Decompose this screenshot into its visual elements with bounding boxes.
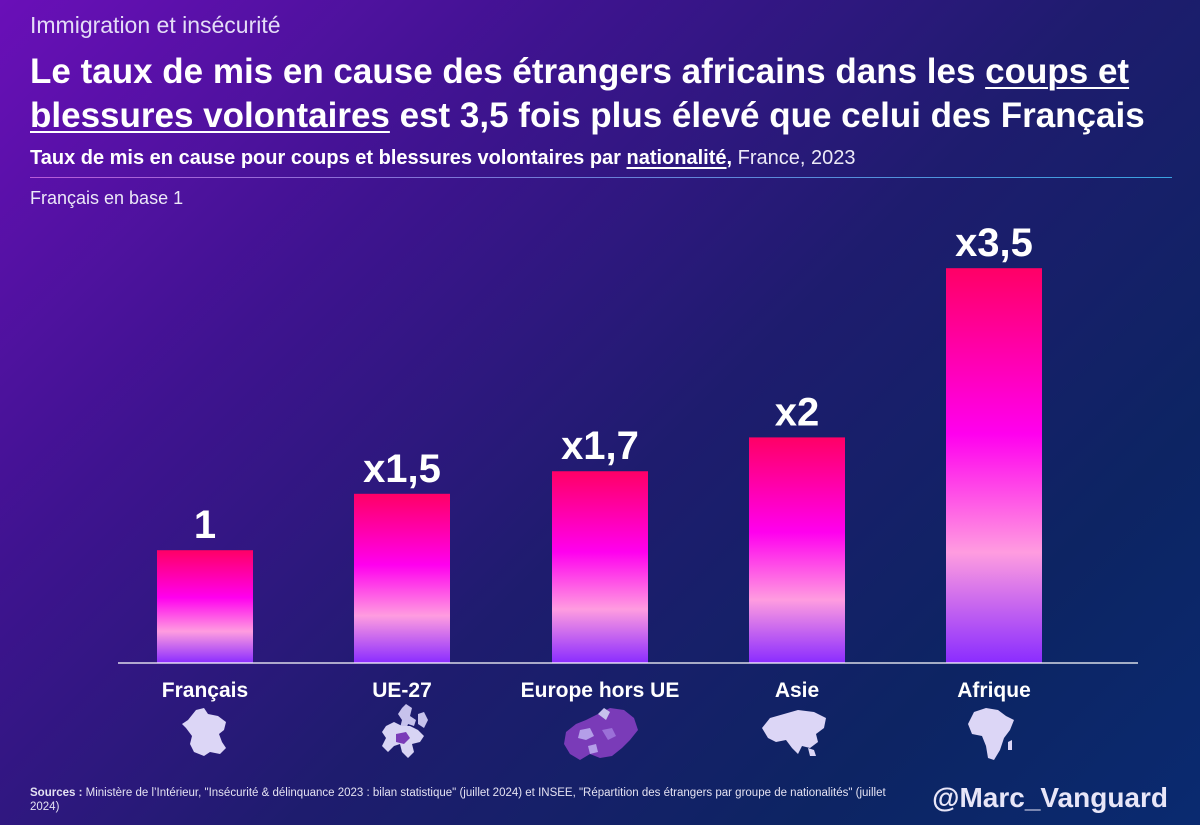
category-label-4: Afrique [957, 679, 1031, 702]
subtitle-prefix: Taux de mis en cause pour coups et bless… [30, 147, 627, 169]
bar-3 [749, 437, 845, 663]
data-label-2: x1,7 [561, 424, 639, 468]
africa-map-icon [968, 708, 1014, 760]
subtitle-comma: , [726, 147, 733, 169]
category-label-3: Asie [775, 679, 819, 702]
data-label-1: x1,5 [363, 447, 441, 491]
subtitle-rest: France, 2023 [732, 147, 856, 169]
asia-map-icon [762, 710, 826, 756]
bars-group: 1 Français x1,5 UE-27 x1,7 Europe hors UE x2 As… [157, 221, 1042, 702]
eu-map-icon [382, 704, 428, 758]
sources-text: Ministère de l’Intérieur, "Insécurité & … [30, 787, 886, 813]
chart-subtitle: Taux de mis en cause pour coups et bless… [30, 147, 856, 170]
headline: Le taux de mis en cause des étrangers af… [30, 50, 1180, 138]
headline-part1: Le taux de mis en cause des étrangers af… [30, 52, 986, 91]
subtitle-underlined: nationalité [626, 147, 727, 169]
divider [30, 177, 1172, 178]
headline-part2: est 3,5 fois plus élevé que celui des Fr… [389, 96, 1145, 135]
data-label-4: x3,5 [955, 221, 1033, 265]
europe-map-icon [564, 708, 638, 760]
bar-2 [552, 471, 648, 663]
author-handle: @Marc_Vanguard [932, 782, 1168, 813]
bar-4 [946, 268, 1042, 663]
sources-note: Sources : Ministère de l’Intérieur, "Ins… [30, 786, 910, 814]
sources-label: Sources : [30, 787, 83, 799]
bar-0 [157, 550, 253, 663]
headline-highlight: coups et blessures volontaires [30, 52, 1130, 135]
category-label-2: Europe hors UE [521, 679, 680, 702]
data-label-3: x2 [775, 390, 820, 434]
france-map-icon [182, 708, 226, 756]
data-label-0: 1 [194, 503, 216, 547]
category-label-0: Français [162, 679, 248, 702]
category-label-1: UE-27 [372, 679, 432, 702]
kicker: Immigration et insécurité [30, 12, 281, 38]
base-note: Français en base 1 [30, 188, 184, 208]
bar-1 [354, 493, 450, 663]
